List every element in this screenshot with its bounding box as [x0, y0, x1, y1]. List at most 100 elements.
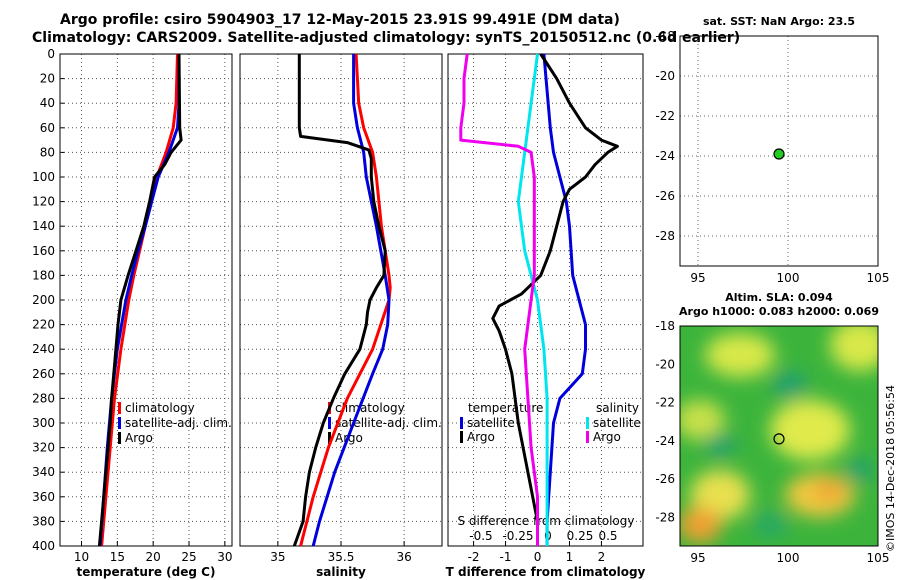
depth-tick-label: 60: [40, 121, 55, 135]
sla_map-xtick-label: 95: [690, 551, 705, 565]
top-tick-label: 0.5: [598, 529, 617, 543]
difference-series-temperature-satellite: [542, 53, 587, 546]
salinity-series-climatology: [299, 53, 392, 547]
legend-label: satellite: [593, 416, 641, 430]
title-line-1: Argo profile: csiro 5904903_17 12-May-20…: [60, 12, 620, 28]
depth-tick-label: 160: [32, 244, 55, 258]
sla_map-ytick-label: -28: [655, 510, 675, 524]
sla_map-title: Argo h1000: 0.083 h2000: 0.069: [679, 305, 879, 318]
sla_map-title: Altim. SLA: 0.094: [725, 291, 833, 304]
depth-tick-label: 220: [32, 318, 55, 332]
sla_map-axes: 95 100 105 -18 -20 -22 -24 -26 -28 Altim. SLA: 0.…: [655, 291, 889, 565]
difference-axes: -2 -1 0 1 2T difference from climatology: [446, 53, 646, 579]
depth-tick-label: 240: [32, 342, 55, 356]
depth-tick-label: 100: [32, 170, 55, 184]
legend-label: climatology: [335, 401, 405, 415]
legend-label: Argo: [125, 431, 153, 445]
depth-tick-label: 400: [32, 539, 55, 553]
temperature-xtick-label: 15: [110, 550, 125, 564]
legend-swatch: [118, 402, 121, 414]
depth-tick-label: 340: [32, 465, 55, 479]
salinity-xlabel: salinity: [316, 565, 366, 579]
difference-xlabel: T difference from climatology: [446, 565, 646, 579]
sla_map-xtick-label: 105: [867, 551, 890, 565]
legend-swatch: [460, 431, 463, 443]
legend-swatch: [586, 431, 589, 443]
temperature-xtick-label: 30: [217, 550, 232, 564]
legend-label: Argo: [593, 430, 621, 444]
depth-tick-label: 280: [32, 391, 55, 405]
sst_map-argo-point: [773, 148, 785, 160]
sst_map-ytick-label: -20: [655, 69, 675, 83]
sla_map-ytick-label: -22: [655, 396, 675, 410]
salinity-axes: 35 35.5 36 salinity: [239, 53, 443, 579]
legend-label: satellite-adj. clim.: [335, 416, 442, 430]
depth-tick-label: 200: [32, 293, 55, 307]
depth-tick-label: 180: [32, 268, 55, 282]
depth-tick-label: 320: [32, 441, 55, 455]
legend-swatch: [118, 417, 121, 429]
top-tick-label: -0.25: [502, 529, 533, 543]
depth-tick-label: 140: [32, 219, 55, 233]
temperature-series-satellite-adj-clim-: [98, 54, 181, 547]
difference-xtick-label: -2: [468, 550, 480, 564]
legend-swatch: [118, 432, 121, 444]
difference-series-salinity-argo: [459, 53, 539, 546]
sst_map-frame: [679, 35, 879, 267]
sst_map-ytick-label: -28: [655, 229, 675, 243]
salinity-xtick-label: 35: [270, 550, 285, 564]
sla_map-frame: [679, 325, 879, 547]
sla_map-ytick-label: -18: [655, 319, 675, 333]
sla_map-argo-point: [773, 433, 785, 445]
salinity-series-argo: [292, 54, 387, 547]
sla_map-xtick-label: 100: [777, 551, 800, 565]
title-line-2: Climatology: CARS2009. Satellite-adjuste…: [32, 30, 741, 46]
sla_map-ytick-label: -20: [655, 357, 675, 371]
legend-salinity-title: salinity: [596, 401, 639, 415]
legend-temperature-title: temperature: [468, 401, 543, 415]
sst_map-ytick-label: -22: [655, 109, 675, 123]
depth-tick-label: 0: [47, 47, 55, 61]
legend-swatch: [328, 432, 331, 444]
difference-frame: [447, 53, 644, 547]
salinity-xtick-label: 36: [396, 550, 411, 564]
temperature-xtick-label: 10: [74, 550, 89, 564]
depth-tick-label: 40: [40, 96, 55, 110]
top-tick-label: 0.25: [567, 529, 594, 543]
difference-xtick-label: 2: [598, 550, 606, 564]
sst_map-title: sat. SST: NaN Argo: 23.5: [703, 15, 855, 28]
sst_map-xtick-label: 100: [777, 271, 800, 285]
legend-label: climatology: [125, 401, 195, 415]
difference-xtick-label: -1: [500, 550, 512, 564]
depth-tick-label: 260: [32, 367, 55, 381]
temperature-xtick-label: 25: [181, 550, 196, 564]
legend-swatch: [460, 417, 463, 429]
depth-tick-label: 20: [40, 72, 55, 86]
legend-label: satellite-adj. clim.: [125, 416, 232, 430]
sst_map-ytick-label: -26: [655, 189, 675, 203]
legend-swatch: [328, 417, 331, 429]
top-tick-label: -0.5: [469, 529, 492, 543]
sst_map-xtick-label: 105: [867, 271, 890, 285]
legend-label: Argo: [467, 430, 495, 444]
salinity-xtick-label: 35.5: [328, 550, 355, 564]
sst_map-ytick-label: -18: [655, 29, 675, 43]
sla_map-ytick-label: -24: [655, 434, 675, 448]
depth-tick-label: 80: [40, 145, 55, 159]
difference-xtick-label: 1: [566, 550, 574, 564]
depth-tick-label: 360: [32, 490, 55, 504]
sla-heatmap: [680, 326, 878, 546]
watermark: ©IMOS 14-Dec-2018 05:56:54: [884, 385, 897, 552]
sla_map-ytick-label: -26: [655, 472, 675, 486]
legend-swatch: [586, 417, 589, 429]
sst_map-xtick-label: 95: [690, 271, 705, 285]
legend-label: satellite: [467, 416, 515, 430]
depth-tick-label: 120: [32, 195, 55, 209]
temperature-series-argo: [97, 53, 183, 547]
temperature-xtick-label: 20: [146, 550, 161, 564]
sst_map-axes: 95 100 105 -18 -20 -22 -24 -26 -28 sat. SST: NaN …: [655, 15, 889, 285]
sst_map-ytick-label: -24: [655, 149, 675, 163]
difference-series-salinity-satellite: [516, 53, 549, 546]
